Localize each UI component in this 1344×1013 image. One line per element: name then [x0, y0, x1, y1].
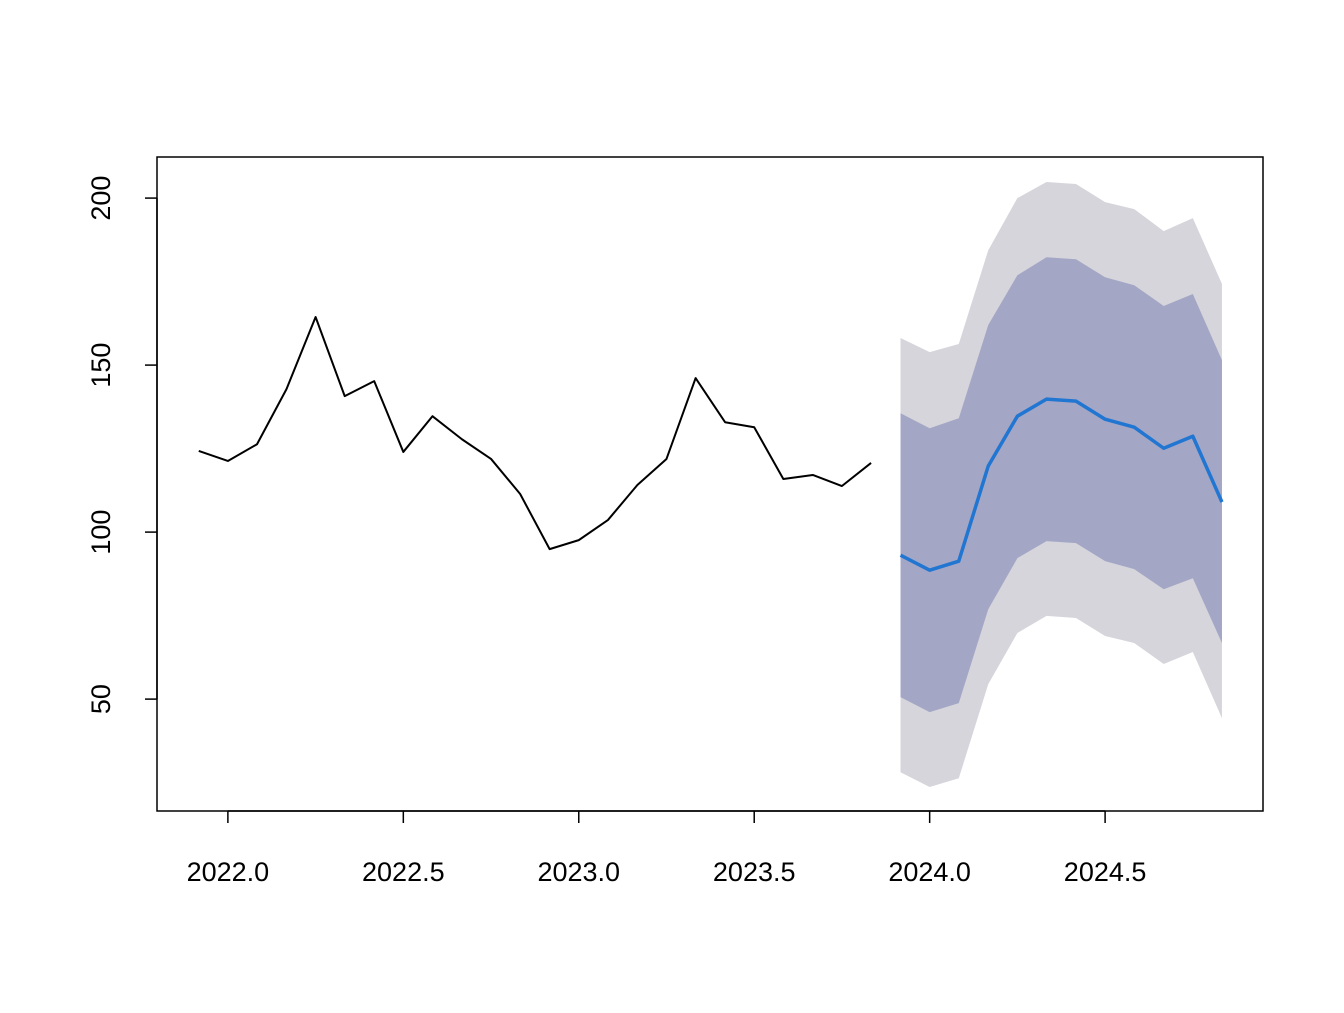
interval-band — [900, 257, 1222, 713]
y-tick-label: 200 — [86, 176, 116, 221]
y-tick-label: 150 — [86, 343, 116, 388]
series-line — [198, 315, 872, 551]
y-tick-label: 50 — [86, 684, 116, 714]
x-tick-label: 2023.0 — [537, 857, 620, 887]
y-tick-label: 100 — [86, 510, 116, 555]
x-tick-label: 2022.5 — [362, 857, 445, 887]
x-tick-label: 2023.5 — [713, 857, 796, 887]
x-tick-label: 2024.0 — [888, 857, 971, 887]
x-tick-label: 2022.0 — [187, 857, 270, 887]
series-line — [899, 397, 1224, 572]
x-tick-label: 2024.5 — [1064, 857, 1147, 887]
